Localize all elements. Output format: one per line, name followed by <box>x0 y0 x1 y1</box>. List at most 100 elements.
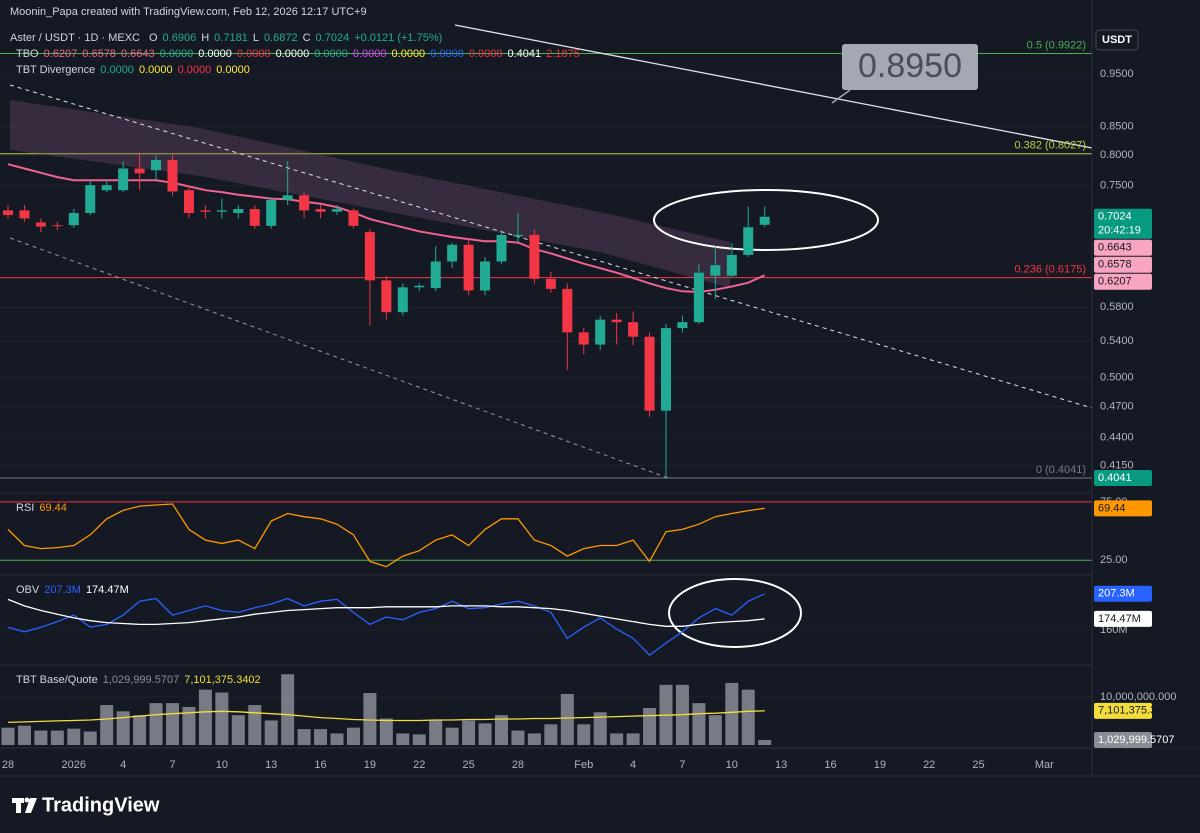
candle-body <box>299 195 310 211</box>
volume-bar <box>330 733 344 745</box>
candle-body <box>759 216 770 225</box>
indicator-line <box>7 503 765 568</box>
volume-bar <box>50 730 64 745</box>
indicator-value: 0.6643 <box>121 48 155 60</box>
volume-bar <box>83 731 97 745</box>
indicator-value: 2.1875 <box>546 48 580 60</box>
volume-bar <box>626 733 640 745</box>
indicator-value: 0.0000 <box>100 64 134 76</box>
y-tick-label: 0.5400 <box>1100 335 1134 347</box>
volume-bar <box>133 715 147 745</box>
indicator-line <box>7 593 765 656</box>
candle-body <box>233 209 244 214</box>
indicator-value: 0.0000 <box>139 64 173 76</box>
candle-body <box>578 332 589 345</box>
price-tag <box>1094 732 1152 749</box>
x-tick-label: 22 <box>413 759 425 771</box>
volume-bar <box>577 724 591 745</box>
y-tick-label: 25.00 <box>1100 554 1128 566</box>
volume-bar <box>495 715 508 745</box>
x-tick-label: 25 <box>462 759 474 771</box>
symbol-name: Aster / USDT · 1D · MEXC <box>10 32 140 44</box>
indicator-value: 0.0000 <box>216 64 250 76</box>
candle-body <box>151 160 162 171</box>
volume-bar <box>149 703 163 745</box>
candle-body <box>348 210 359 226</box>
price-tag <box>1094 585 1152 602</box>
x-tick-label: 22 <box>923 759 935 771</box>
candle-body <box>266 199 277 226</box>
candle-body <box>183 190 194 214</box>
x-tick-label: 13 <box>265 759 277 771</box>
candle-body <box>414 285 425 288</box>
candle-body <box>35 222 46 227</box>
ohlc-value: 0.6872 <box>264 32 298 44</box>
price-tag <box>1094 256 1152 273</box>
x-tick-label: 10 <box>216 759 228 771</box>
price-tag-label: 0.6207 <box>1098 276 1132 288</box>
indicator-value: 0.0000 <box>198 48 232 60</box>
x-tick-label: 28 <box>2 759 14 771</box>
indicator-name: TBT Divergence <box>16 64 95 76</box>
indicator-value: 0.0000 <box>353 48 387 60</box>
x-tick-label: 7 <box>169 759 175 771</box>
fib-label: 0 (0.4041) <box>1036 464 1086 476</box>
indicator-value: 0.0000 <box>430 48 464 60</box>
volume-bar <box>692 703 706 745</box>
price-tag-label: 0.7024 <box>1098 211 1132 223</box>
x-tick-label: Feb <box>574 759 593 771</box>
candle-body <box>52 225 63 227</box>
indicator-value: 0.0000 <box>392 48 426 60</box>
volume-bar <box>264 720 278 745</box>
y-tick-label: 10,000,000.000 <box>1100 691 1176 703</box>
indicator-line <box>7 710 765 724</box>
volume-bar <box>297 729 311 745</box>
fib-label: 0.5 (0.9922) <box>1027 39 1086 51</box>
price-tag <box>1094 239 1152 256</box>
candle-body <box>447 244 458 262</box>
candle-body <box>661 328 671 411</box>
x-tick-label: Mar <box>1035 759 1054 771</box>
x-tick-label: 7 <box>679 759 685 771</box>
volume-bar <box>379 718 393 745</box>
volume-bar <box>1 727 15 745</box>
price-tag <box>1094 470 1152 487</box>
volume-bar <box>478 723 492 745</box>
indicator-value: 0.0000 <box>314 48 348 60</box>
volume-bar <box>758 740 772 745</box>
x-tick-label: 19 <box>874 759 886 771</box>
candle-body <box>134 168 145 174</box>
indicator-name: RSI <box>16 502 34 514</box>
volume-bar <box>462 720 476 745</box>
y-tick-label: 0.8500 <box>1100 121 1134 133</box>
change-value: +0.0121 (+1.75%) <box>354 32 442 44</box>
volume-bar <box>314 729 328 745</box>
volume-bar <box>527 733 541 745</box>
x-tick-label: 4 <box>630 759 636 771</box>
callout-text: 0.8950 <box>858 47 962 85</box>
candle-body <box>216 210 227 212</box>
candle-body <box>529 234 540 279</box>
price-tag <box>1094 610 1152 627</box>
price-tag <box>1094 208 1152 239</box>
candle-body <box>397 287 408 313</box>
credit-line: Moonin_Papa created with TradingView.com… <box>10 6 367 18</box>
volume-bar <box>412 734 426 745</box>
candle-body <box>644 336 655 411</box>
candle-body <box>710 265 721 276</box>
candle-body <box>315 209 326 212</box>
volume-bar <box>593 712 607 745</box>
price-tag-label: 0.4041 <box>1098 472 1132 484</box>
ohlc-letter: H <box>201 32 209 44</box>
trend-line <box>454 24 1093 149</box>
x-tick-label: 25 <box>972 759 984 771</box>
candle-body <box>463 244 474 291</box>
price-tag-label: 0.6643 <box>1098 242 1132 254</box>
candle-body <box>496 234 507 262</box>
grid-layer <box>0 53 1092 698</box>
volume-bar <box>215 692 229 745</box>
indicator-value: 7,101,375.3402 <box>184 674 260 686</box>
candle-body <box>611 319 622 323</box>
